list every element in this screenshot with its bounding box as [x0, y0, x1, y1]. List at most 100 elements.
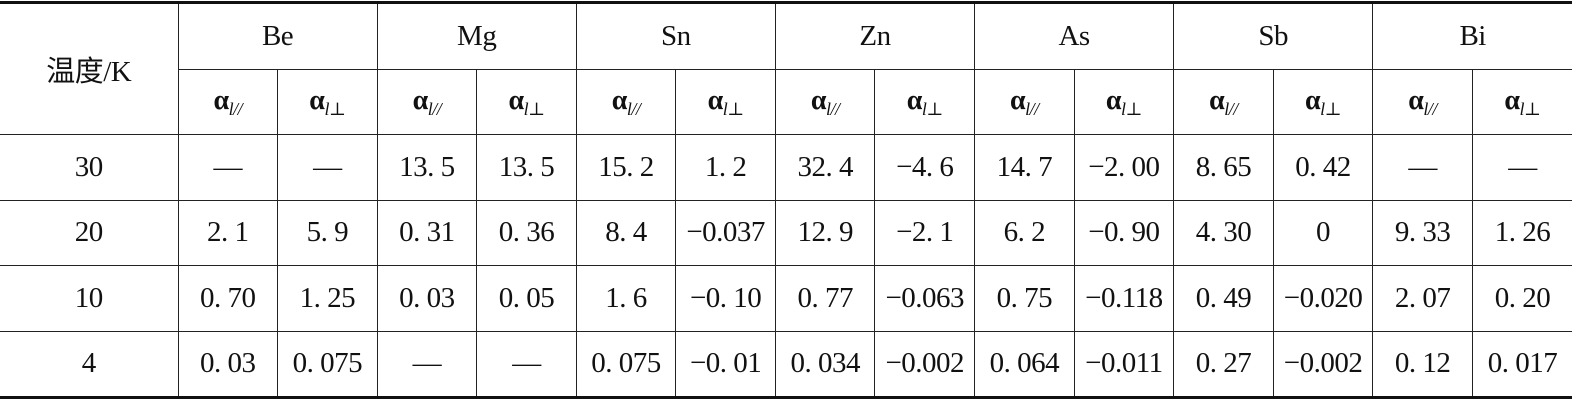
symbol: α: [810, 84, 827, 116]
data-row: 30— —13. 5 13. 5 15. 2 1. 2 32. 4 −4. 6 14. 7 −2…: [0, 134, 1572, 201]
value-cell: 15. 2: [575, 134, 677, 201]
value-cell: −0.118: [1073, 265, 1175, 332]
symbol: α: [707, 84, 724, 116]
temperature-cell: 20: [0, 199, 179, 266]
temperature-cell: 10: [0, 265, 179, 332]
value-cell: −0.063: [874, 265, 976, 332]
symbol: α: [1504, 84, 1520, 116]
value-cell: 4. 30: [1173, 199, 1274, 266]
value-cell: 1. 25: [277, 265, 378, 332]
subscript: l⊥: [1519, 98, 1541, 119]
value-cell: 13. 5: [476, 134, 577, 201]
value-cell: 0. 03: [376, 265, 478, 332]
element-header: Zn: [774, 2, 976, 70]
value-cell: 0: [1272, 199, 1374, 266]
symbol: α: [1408, 84, 1424, 116]
value-cell: —: [1471, 134, 1572, 201]
value-cell: −0.037: [675, 199, 776, 266]
value-cell: −2. 00: [1073, 134, 1175, 201]
value-cell: −0. 90: [1073, 199, 1175, 266]
value-cell: 0. 75: [974, 265, 1075, 332]
value-cell: 14. 7: [974, 134, 1075, 201]
subscript: l//: [626, 98, 641, 119]
symbol: α: [1304, 84, 1321, 116]
value-cell: 9. 33: [1372, 199, 1473, 266]
value-cell: 0. 064: [974, 330, 1075, 398]
element-header: Bi: [1372, 2, 1572, 70]
element-header: As: [974, 2, 1175, 70]
value-cell: 0. 075: [277, 330, 378, 398]
value-cell: 0. 70: [177, 265, 279, 332]
value-cell: 12. 9: [774, 199, 876, 266]
value-cell: —: [277, 134, 378, 201]
value-cell: —: [476, 330, 577, 398]
value-cell: 2. 07: [1372, 265, 1473, 332]
value-cell: —: [177, 134, 279, 201]
value-cell: 1. 2: [675, 134, 776, 201]
value-cell: 6. 2: [974, 199, 1075, 266]
value-cell: 0. 20: [1471, 265, 1572, 332]
subheader: αl⊥: [1272, 68, 1374, 135]
subscript: l⊥: [1120, 98, 1142, 119]
element-header: Sb: [1173, 2, 1374, 70]
value-cell: 1. 6: [575, 265, 677, 332]
value-cell: −0. 10: [675, 265, 776, 332]
subscript: l⊥: [1320, 98, 1342, 119]
value-cell: −2. 1: [874, 199, 976, 266]
subscript: l//: [826, 98, 840, 119]
value-cell: 8. 4: [575, 199, 677, 266]
value-cell: 0. 36: [476, 199, 577, 266]
value-cell: 0. 77: [774, 265, 876, 332]
symbol: α: [611, 84, 628, 116]
header-row: 温度/K Be Mg Sn Zn As Sb Bi: [0, 2, 1572, 135]
subheader: αl//: [774, 68, 876, 135]
value-cell: —: [1372, 134, 1473, 201]
subheader: αl⊥: [277, 68, 378, 135]
value-cell: 5. 9: [277, 199, 378, 266]
subheader: αl//: [1173, 68, 1274, 135]
data-row: 20 2. 1 5. 9 0. 31 0. 36 8. 4 −0.037 12. 9 −2. 1…: [0, 199, 1572, 266]
subheader: αl//: [376, 68, 478, 135]
value-cell: 0. 27: [1173, 330, 1274, 398]
subheader: αl//: [178, 68, 279, 135]
data-row: 4 0. 03 0. 075— —0. 075 −0. 01 0. 034 −0.002 0.…: [0, 330, 1572, 398]
subscript: l⊥: [324, 98, 346, 119]
subheader: αl⊥: [874, 68, 976, 135]
subscript: l⊥: [921, 98, 943, 119]
symbol: α: [1105, 84, 1122, 116]
value-cell: −0. 01: [675, 330, 776, 398]
symbol: α: [1209, 84, 1225, 116]
value-cell: −0.002: [874, 330, 976, 398]
value-cell: 13. 5: [376, 134, 478, 201]
symbol: α: [309, 84, 325, 116]
subscript: l//: [1423, 98, 1437, 119]
temperature-cell: 30: [0, 134, 179, 201]
value-cell: 2. 1: [177, 199, 279, 266]
value-cell: −4. 6: [874, 134, 976, 201]
value-cell: 0. 12: [1372, 330, 1473, 398]
symbol: α: [508, 84, 524, 116]
element-header: Be: [177, 2, 378, 70]
subheader: αl⊥: [1471, 68, 1572, 135]
subheader-row: αl//αl⊥ αl//αl⊥ αl//αl⊥ αl//αl⊥ αl//αl⊥ αl//α…: [0, 68, 1572, 135]
value-cell: 0. 49: [1173, 265, 1274, 332]
subheader: αl//: [974, 68, 1075, 135]
value-cell: 0. 075: [575, 330, 677, 398]
subscript: l⊥: [523, 98, 545, 119]
element-header: Mg: [376, 2, 577, 70]
value-cell: 1. 26: [1471, 199, 1572, 266]
subscript: l//: [1025, 98, 1039, 119]
symbol: α: [1009, 84, 1026, 116]
subscript: l//: [1224, 98, 1238, 119]
value-cell: 0. 034: [774, 330, 876, 398]
subheader: αl⊥: [1073, 68, 1175, 135]
subscript: l//: [427, 98, 442, 119]
subscript: l//: [228, 98, 243, 119]
value-cell: 0. 017: [1471, 330, 1572, 398]
value-cell: −0.011: [1073, 330, 1175, 398]
value-cell: 0. 31: [376, 199, 478, 266]
value-cell: −0.020: [1272, 265, 1374, 332]
value-cell: —: [376, 330, 478, 398]
